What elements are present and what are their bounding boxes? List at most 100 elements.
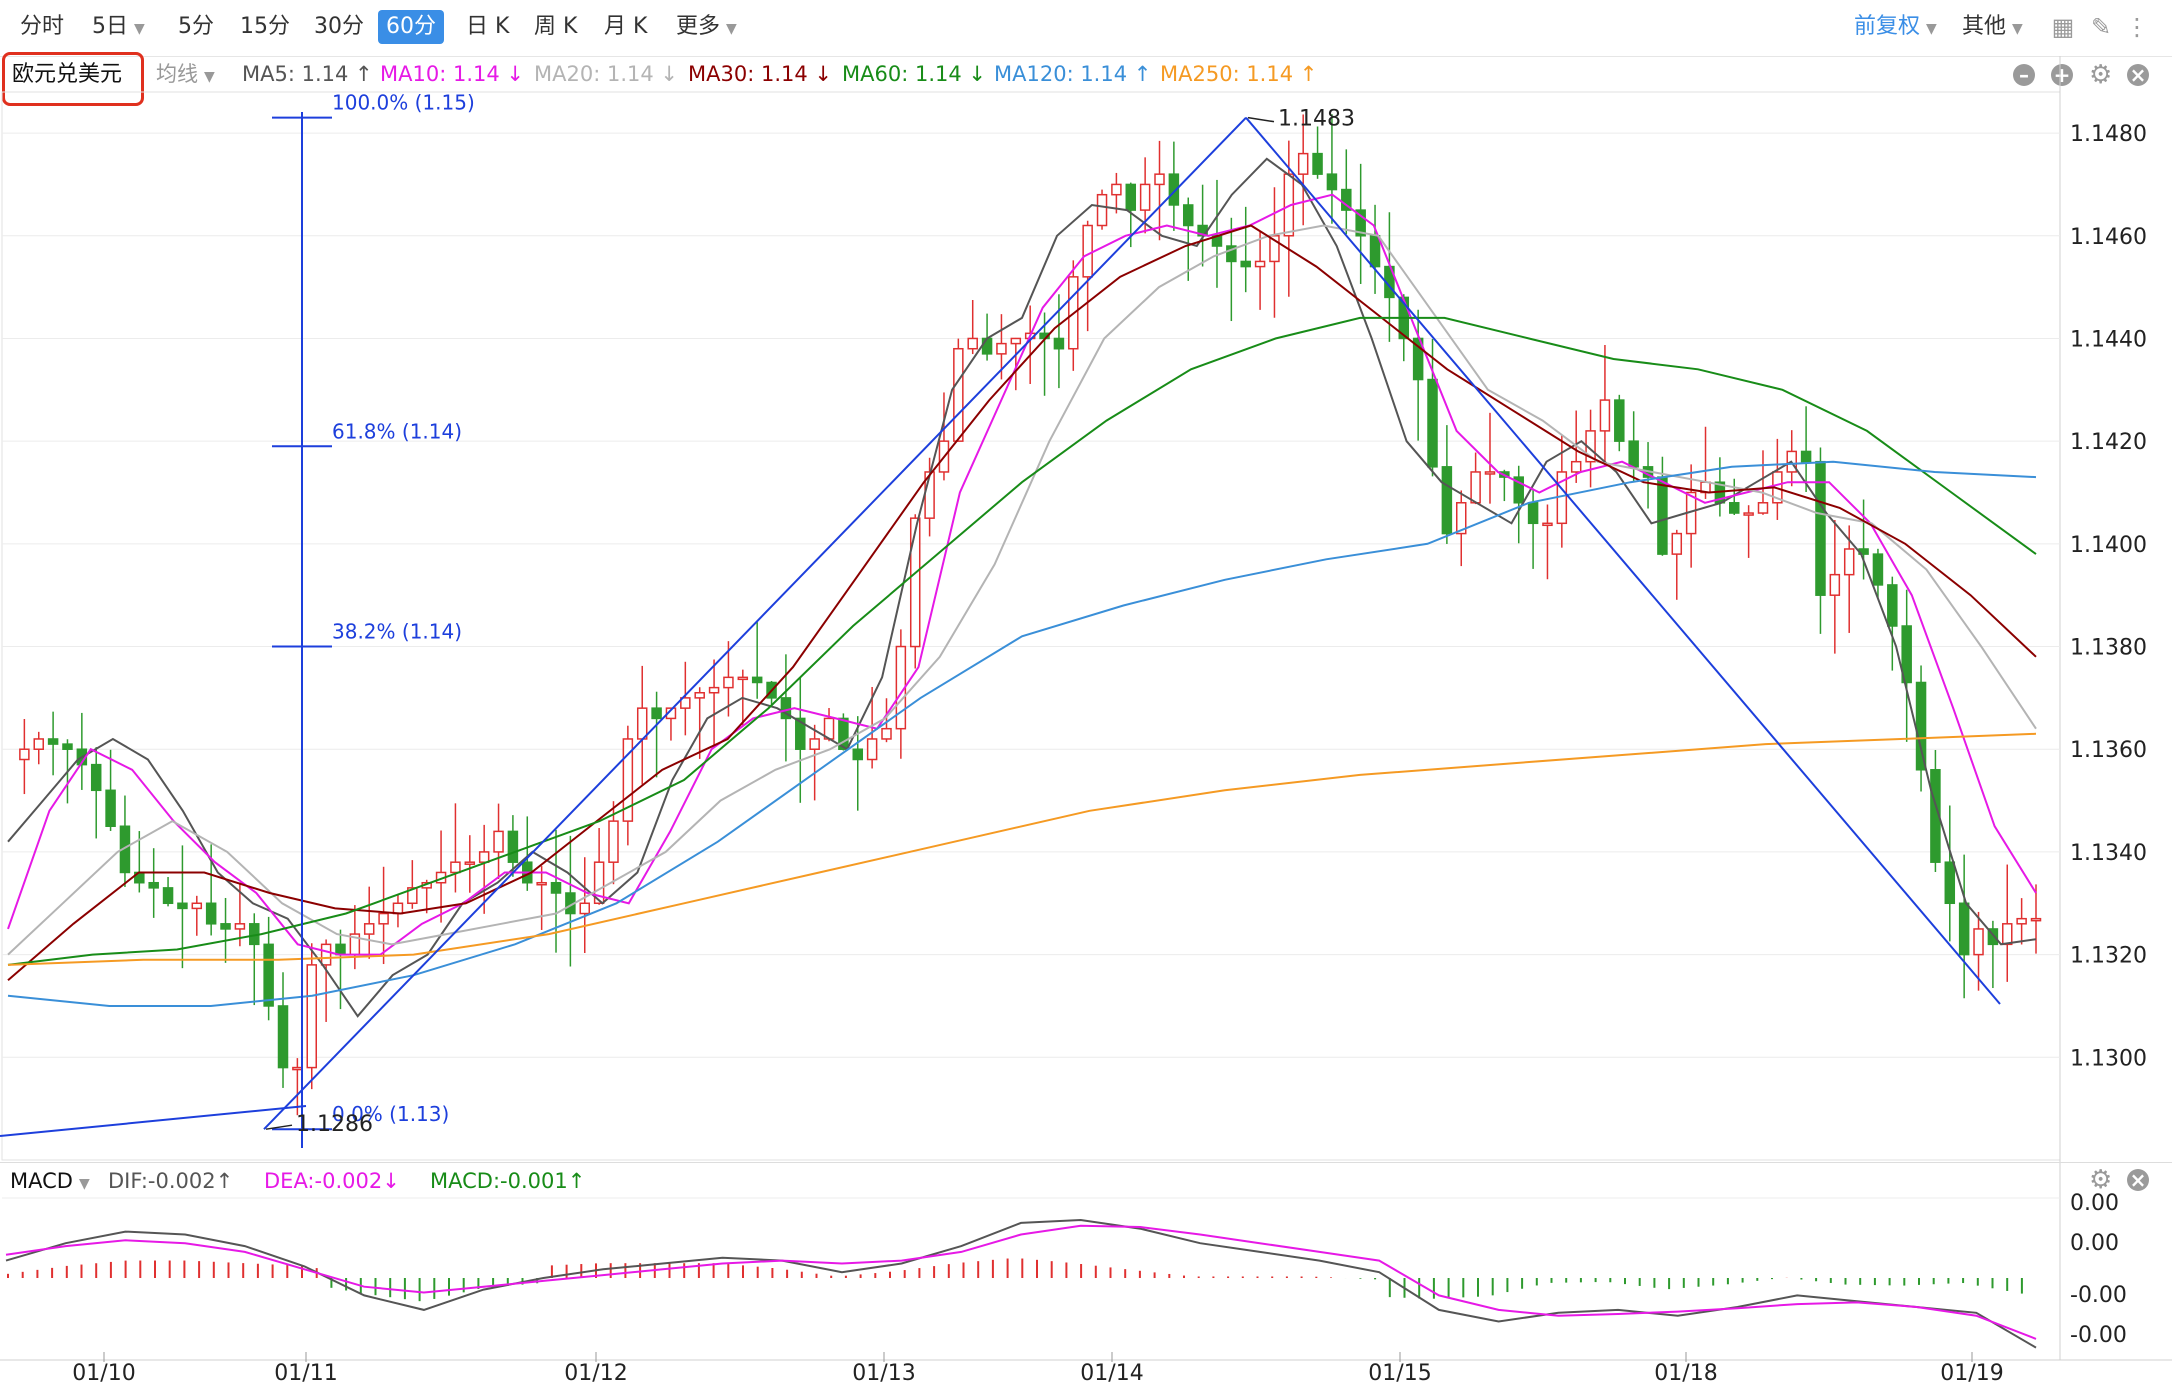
candle-body — [1010, 337, 1022, 345]
timeframe-tab-3[interactable]: 15分 — [232, 10, 298, 44]
close-icon[interactable]: × — [2127, 1169, 2149, 1191]
macd-histogram-group — [7, 1258, 2023, 1302]
pencil-icon[interactable]: ✎ — [2090, 13, 2112, 41]
gear-icon[interactable]: ⚙ — [2089, 60, 2113, 90]
candle-body — [565, 892, 576, 915]
y-tick-label: 1.1420 — [2070, 430, 2147, 455]
ma-legend-item: MA120: 1.14 ↑ — [994, 62, 1152, 86]
timeframe-tab-5[interactable]: 60分 — [378, 10, 444, 44]
candle-body — [1326, 173, 1338, 191]
candle-body — [593, 861, 605, 905]
macd-select[interactable]: MACD ▼ — [10, 1167, 90, 1198]
candle-body — [1068, 276, 1079, 350]
candle-body — [507, 830, 519, 863]
candle-body — [1499, 471, 1510, 478]
timeframe-tab-label: 5分 — [178, 14, 214, 39]
gear-icon[interactable]: ⚙ — [2089, 1165, 2113, 1195]
candle-body — [1743, 512, 1754, 516]
candle-body — [737, 676, 749, 681]
timeframe-tab-4[interactable]: 30分 — [306, 10, 372, 44]
ma-legend-item: MA5: 1.14 ↑ — [242, 62, 373, 86]
candle-body — [1355, 209, 1366, 237]
candle-body — [1858, 548, 1869, 555]
timeframe-tab-9[interactable]: 更多 ▼ — [668, 10, 745, 44]
chevron-down-icon: ▼ — [2012, 21, 2023, 37]
candle-body — [550, 881, 562, 894]
candle-body — [234, 923, 246, 930]
close-icon[interactable]: × — [2127, 64, 2149, 86]
candle-body — [780, 697, 792, 720]
timeframe-tab-8[interactable]: 月 K — [596, 10, 655, 44]
indicator-select[interactable]: 均线 ▼ — [156, 60, 215, 91]
timeframe-tab-7[interactable]: 周 K — [526, 10, 585, 44]
timeframe-tab-label: 分时 — [20, 14, 65, 39]
y-tick-label: 1.1440 — [2070, 327, 2147, 352]
candle-body — [1958, 902, 1970, 956]
candle-body — [277, 1005, 289, 1069]
candle-body — [909, 517, 921, 648]
x-tick-label: 01/11 — [274, 1361, 337, 1386]
candle-body — [1671, 532, 1683, 555]
candle-body — [1182, 204, 1194, 227]
candle-body — [996, 342, 1007, 355]
candle-body — [795, 717, 806, 750]
candle-body — [320, 943, 332, 966]
candle-body — [536, 881, 547, 886]
chevron-down-icon: ▼ — [134, 21, 145, 37]
x-tick-label: 01/15 — [1368, 1361, 1431, 1386]
y-tick-label: 1.1340 — [2070, 841, 2147, 866]
grid-icon[interactable]: ▦ — [2051, 13, 2075, 41]
candle-body — [1312, 152, 1323, 175]
fib-level-label: 100.0% (1.15) — [332, 91, 475, 115]
x-tick-label: 01/18 — [1654, 1361, 1717, 1386]
candle-body — [1628, 440, 1639, 468]
dropdown-label: 前复权 — [1854, 14, 1921, 39]
minus-icon[interactable]: – — [2013, 64, 2035, 86]
adjust-dropdown[interactable]: 前复权 ▼ — [1846, 10, 1945, 44]
candle-body — [1168, 173, 1180, 206]
ma-legend-item: MA20: 1.14 ↓ — [534, 62, 678, 86]
macd-y-tick-label: -0.00 — [2070, 1283, 2127, 1308]
ma-legend-bar: 均线 ▼ MA5: 1.14 ↑ MA10: 1.14 ↓ MA20: 1.14 ↓ M… — [0, 56, 2172, 92]
timeframe-tab-1[interactable]: 5日 ▼ — [84, 10, 153, 44]
candle-body — [1887, 584, 1898, 627]
fib-level-label: 61.8% (1.14) — [332, 419, 462, 443]
candle-body — [105, 789, 116, 827]
candle-body — [953, 347, 964, 442]
x-tick-label: 01/10 — [72, 1361, 135, 1386]
ma-legend-item: MA30: 1.14 ↓ — [688, 62, 832, 86]
symbol-title[interactable]: 欧元兑美元 — [12, 62, 123, 87]
macd-line-dea — [5, 1224, 2037, 1340]
timeframe-tab-0[interactable]: 分时 — [12, 10, 72, 44]
other-dropdown[interactable]: 其他 ▼ — [1954, 10, 2031, 44]
plus-icon[interactable]: + — [2051, 64, 2073, 86]
low-price-pointer — [265, 1124, 293, 1130]
candle-body — [680, 697, 691, 709]
candle-body — [708, 686, 720, 694]
trend-line-up — [263, 116, 1247, 1130]
timeframe-tab-2[interactable]: 5分 — [170, 10, 222, 44]
candle-body — [464, 861, 476, 865]
trend-line-base — [0, 1105, 307, 1137]
candle-body — [76, 748, 88, 766]
more-icon[interactable]: ⋮ — [2125, 13, 2149, 41]
candle-body — [1484, 471, 1496, 475]
candle-body — [938, 440, 950, 473]
candle-body — [19, 748, 30, 761]
timeframe-tab-label: 60分 — [386, 14, 436, 39]
candle-body — [651, 707, 662, 720]
candle-body — [823, 717, 835, 740]
timeframe-tab-6[interactable]: 日 K — [458, 10, 517, 44]
candle-body — [363, 923, 375, 935]
y-tick-label: 1.1320 — [2070, 944, 2147, 969]
candle-body — [1700, 481, 1711, 494]
y-tick-label: 1.1480 — [2070, 122, 2147, 147]
candle-body — [1815, 460, 1826, 596]
ma-line-ma20 — [7, 224, 2037, 956]
macd-legend-item: MACD:-0.001↑ — [430, 1169, 586, 1193]
x-tick-label: 01/13 — [852, 1361, 915, 1386]
candle-body — [1527, 502, 1539, 525]
ma-legend-item: MA60: 1.14 ↓ — [842, 62, 986, 86]
candle-body — [493, 830, 504, 853]
y-tick-label: 1.1380 — [2070, 636, 2147, 661]
